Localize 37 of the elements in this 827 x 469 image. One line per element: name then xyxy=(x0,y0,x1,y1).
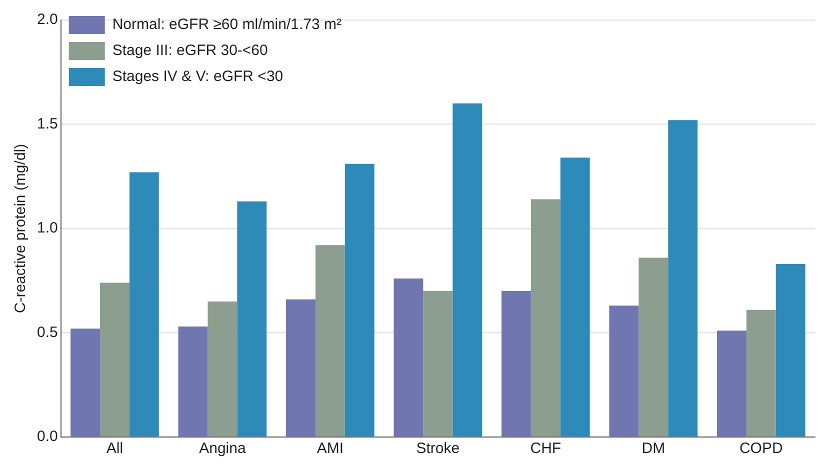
bar xyxy=(237,201,267,436)
legend-label: Normal: eGFR ≥60 ml/min/1.73 m² xyxy=(112,16,342,34)
bar xyxy=(286,299,316,436)
bar xyxy=(452,103,482,436)
y-axis-title: C-reactive protein (mg/dl) xyxy=(12,144,30,314)
y-tick-label: 2.0 xyxy=(36,11,58,28)
bar xyxy=(129,172,159,436)
bar xyxy=(746,310,776,436)
bar xyxy=(178,326,208,436)
bar xyxy=(394,278,424,436)
x-tick-label: AMI xyxy=(316,440,344,458)
bar xyxy=(530,199,560,436)
bar xyxy=(776,264,806,436)
x-tick-label: CHF xyxy=(530,440,562,458)
legend-label: Stage III: eGFR 30-<60 xyxy=(112,42,268,60)
bar xyxy=(70,328,100,436)
x-tick-label: COPD xyxy=(739,440,783,458)
y-tick-label: 0.0 xyxy=(36,428,58,446)
x-tick-label: DM xyxy=(642,440,666,458)
bar xyxy=(208,301,238,436)
bar xyxy=(668,120,698,436)
x-tick-label: Stroke xyxy=(416,440,460,458)
x-tick-label: Angina xyxy=(199,440,246,458)
bar xyxy=(560,158,590,436)
bar xyxy=(100,282,130,436)
bar xyxy=(609,306,639,436)
y-tick-label: 1.0 xyxy=(36,220,58,237)
legend-label: Stages IV & V: eGFR <30 xyxy=(112,68,284,86)
bar xyxy=(501,291,531,436)
y-tick-label: 0.5 xyxy=(36,324,58,341)
bar xyxy=(638,258,668,436)
y-tick-label: 1.5 xyxy=(36,115,58,132)
bar xyxy=(423,291,453,436)
x-tick-label: All xyxy=(106,440,124,458)
bar xyxy=(315,245,345,436)
bar xyxy=(344,164,374,436)
bar xyxy=(716,330,746,436)
